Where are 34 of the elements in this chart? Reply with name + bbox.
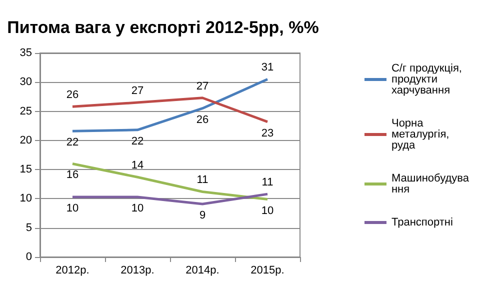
data-label: 26: [66, 89, 79, 102]
data-label: 26: [196, 114, 209, 126]
line-series: [71, 96, 269, 124]
data-label: 11: [196, 174, 208, 186]
data-label: 10: [66, 202, 79, 214]
data-label: 10: [131, 202, 144, 214]
y-tick-label: 30: [20, 76, 32, 88]
legend-label: Чорна металургія, руда: [391, 118, 452, 152]
legend-label: С/г продукція, продукти харчування: [391, 62, 466, 96]
data-label: 27: [196, 80, 209, 92]
x-tick-label: 2014р.: [186, 264, 220, 276]
x-tick-label: 2015р.: [250, 264, 284, 276]
y-tick-label: 20: [20, 134, 32, 146]
y-tick-label: 0: [26, 251, 32, 263]
data-label: 11: [262, 176, 274, 189]
y-tick-label: 5: [26, 222, 32, 234]
chart-title: Питома вага у експорті 2012-5рр, %%: [7, 18, 319, 37]
y-tick-label: 15: [20, 164, 32, 176]
data-label: 16: [66, 169, 79, 182]
data-label: 22: [66, 136, 79, 149]
data-label: 31: [261, 62, 274, 74]
y-tick-label: 35: [20, 47, 32, 59]
x-tick-label: 2012р.: [56, 264, 90, 276]
y-tick-label: 25: [20, 105, 32, 118]
x-tick-label: 2013р.: [120, 264, 154, 276]
data-label: 27: [131, 85, 144, 98]
y-tick-label: 10: [20, 192, 32, 205]
data-label: 10: [261, 204, 274, 217]
data-label: 23: [261, 127, 274, 140]
data-label: 9: [199, 209, 206, 222]
legend-label: Транспортні: [391, 216, 453, 228]
legend-label: Машинобудування: [391, 172, 470, 196]
data-label: 14: [131, 160, 144, 172]
data-label: 22: [131, 135, 144, 148]
